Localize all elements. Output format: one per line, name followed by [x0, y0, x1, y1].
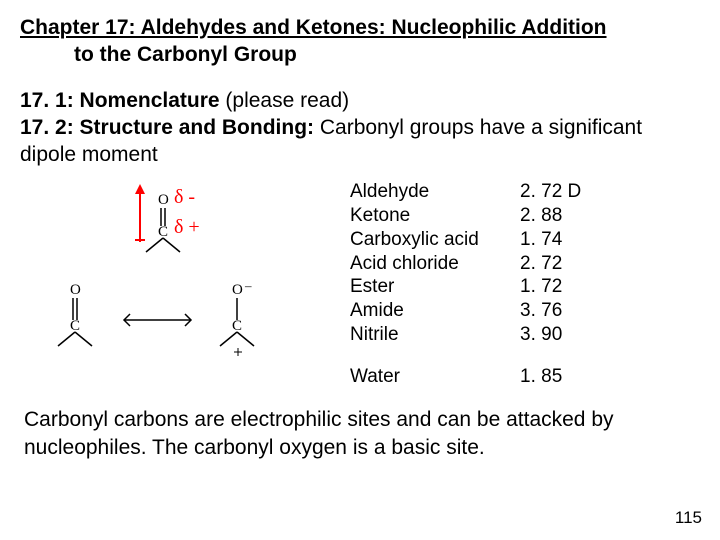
atom-c-left: C [70, 318, 80, 335]
row-value: 3. 76 [520, 299, 600, 323]
row-name: Ester [350, 275, 520, 299]
row-name: Amide [350, 299, 520, 323]
row-name: Aldehyde [350, 180, 520, 204]
table-row: Carboxylic acid 1. 74 [350, 228, 600, 252]
chapter-line1: Chapter 17: Aldehydes and Ketones: Nucle… [20, 16, 607, 39]
row-value: 3. 90 [520, 323, 600, 347]
row-name: Water [350, 365, 520, 389]
table-row: Aldehyde 2. 72 D [350, 180, 600, 204]
table-row: Acid chloride 2. 72 [350, 252, 600, 276]
table-row: Ketone 2. 88 [350, 204, 600, 228]
dipole-table: Aldehyde 2. 72 D Ketone 2. 88 Carboxylic… [350, 180, 600, 388]
delta-minus-label: δ - [174, 186, 195, 209]
row-value: 1. 72 [520, 275, 600, 299]
delta-plus-label: δ + [174, 216, 200, 239]
row-name: Carboxylic acid [350, 228, 520, 252]
table-row: Nitrile 3. 90 [350, 323, 600, 347]
chapter-title: Chapter 17: Aldehydes and Ketones: Nucle… [20, 14, 700, 69]
row-value: 2. 72 D [520, 180, 600, 204]
section-1-rest: (please read) [220, 89, 350, 112]
row-value: 1. 85 [520, 365, 600, 389]
atom-c-top: C [158, 224, 168, 241]
section-1-bold: 17. 1: Nomenclature [20, 89, 220, 112]
atom-o-top: O [158, 192, 169, 209]
chapter-line2: to the Carbonyl Group [20, 41, 297, 68]
table-row: Amide 3. 76 [350, 299, 600, 323]
atom-o-right: O [232, 282, 243, 299]
table-row-water: Water 1. 85 [350, 365, 600, 389]
row-value: 2. 72 [520, 252, 600, 276]
atom-c-right: C [232, 318, 242, 335]
carbonyl-diagram: δ - δ + O C O C O – C [20, 180, 340, 370]
table-row: Ester 1. 72 [350, 275, 600, 299]
content-row: δ - δ + O C O C O – C Aldehyde 2. 72 D K… [20, 180, 700, 388]
o-minus-sign: – [245, 278, 252, 294]
row-name: Acid chloride [350, 252, 520, 276]
row-name: Nitrile [350, 323, 520, 347]
row-value: 2. 88 [520, 204, 600, 228]
row-value: 1. 74 [520, 228, 600, 252]
row-name: Ketone [350, 204, 520, 228]
page-number: 115 [675, 508, 702, 528]
atom-o-left: O [70, 282, 81, 299]
bottom-paragraph: Carbonyl carbons are electrophilic sites… [20, 406, 700, 461]
section-2-bold: 17. 2: Structure and Bonding: [20, 116, 314, 139]
sections-block: 17. 1: Nomenclature (please read) 17. 2:… [20, 87, 700, 169]
